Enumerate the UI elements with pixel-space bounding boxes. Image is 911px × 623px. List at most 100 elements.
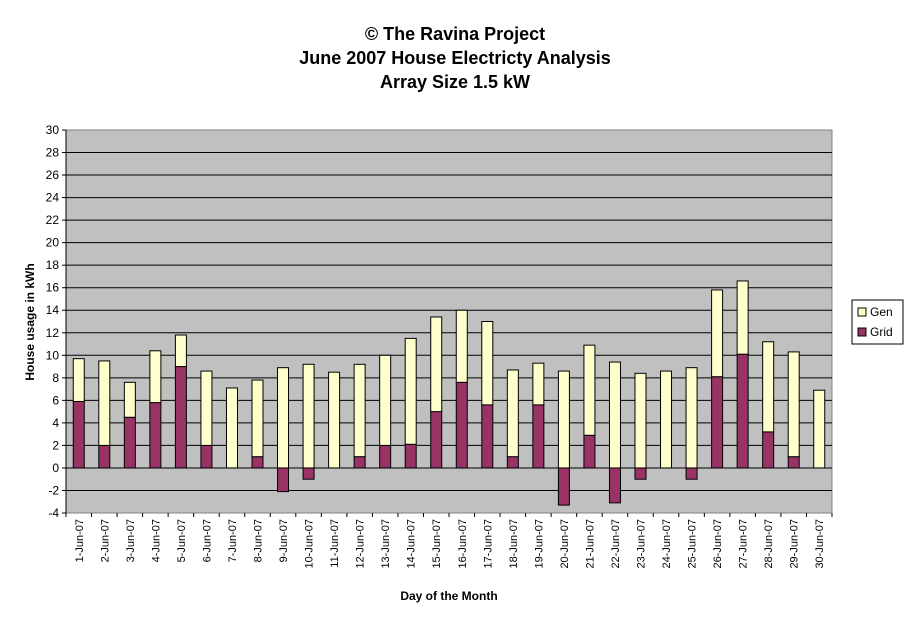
bar-grid	[277, 467, 290, 493]
x-tick-label: 6-Jun-07	[201, 519, 213, 562]
x-tick-label: 14-Jun-07	[406, 519, 418, 569]
chart-title-line-1: © The Ravina Project	[365, 24, 545, 44]
bar-grid	[787, 456, 800, 469]
bar-grid	[583, 434, 596, 469]
gridlines	[66, 152, 832, 491]
legend-label-gen: Gen	[870, 305, 893, 319]
bar-gen	[353, 363, 366, 458]
bar-grid	[149, 402, 162, 469]
y-tick-label: 28	[46, 146, 60, 160]
legend-swatch-gen	[857, 307, 867, 317]
bar-gen	[251, 379, 264, 458]
x-tick-label: 17-Jun-07	[482, 519, 494, 569]
x-tick-label: 24-Jun-07	[661, 519, 673, 569]
bar-grid	[174, 366, 187, 469]
bar-gen	[813, 389, 826, 469]
x-tick-label: 26-Jun-07	[712, 519, 724, 569]
x-tick-label: 11-Jun-07	[329, 519, 341, 568]
bar-grid	[404, 443, 417, 469]
legend-label-grid: Grid	[870, 325, 893, 339]
x-tick-label: 13-Jun-07	[380, 519, 392, 569]
x-tick-label: 2-Jun-07	[99, 519, 111, 562]
bar-grid	[200, 444, 213, 469]
bar-gen	[430, 316, 443, 413]
bar-gen	[277, 367, 290, 469]
bar-gen	[225, 387, 238, 469]
x-tick-label: 19-Jun-07	[533, 519, 545, 569]
bar-gen	[302, 363, 315, 469]
bar-gen	[787, 351, 800, 458]
bar-grid	[711, 376, 724, 469]
x-tick-label: 3-Jun-07	[125, 519, 137, 562]
y-axis-label: House usage in kWh	[23, 263, 37, 380]
chart-title-line-3: Array Size 1.5 kW	[380, 72, 530, 92]
bar-gen	[174, 334, 187, 368]
bar-grid	[72, 400, 85, 469]
bar-grid	[379, 444, 392, 469]
bar-gen	[685, 367, 698, 469]
x-tick-label: 23-Jun-07	[636, 519, 648, 569]
y-tick-label: 18	[46, 258, 60, 272]
x-tick-label: 4-Jun-07	[150, 519, 162, 562]
chart-title-line-2: June 2007 House Electricty Analysis	[299, 48, 610, 68]
x-tick-label: 16-Jun-07	[457, 519, 469, 569]
bar-grid	[685, 467, 698, 480]
x-tick-label: 27-Jun-07	[738, 519, 750, 569]
y-tick-label: 2	[52, 438, 59, 452]
y-tick-label: 26	[46, 168, 60, 182]
bar-gen	[557, 370, 570, 469]
bar-gen	[404, 337, 417, 445]
y-tick-label: 14	[46, 303, 60, 317]
y-tick-label: 16	[46, 281, 60, 295]
bar-gen	[481, 321, 494, 406]
legend-swatch-grid	[857, 327, 867, 337]
x-tick-label: 29-Jun-07	[789, 519, 801, 569]
y-tick-label: -4	[48, 506, 59, 520]
x-tick-label: 10-Jun-07	[304, 519, 316, 569]
x-tick-label: 8-Jun-07	[253, 519, 265, 562]
bar-grid	[353, 456, 366, 469]
x-tick-label: 21-Jun-07	[584, 519, 596, 569]
chart-titles: © The Ravina Project June 2007 House Elec…	[299, 24, 610, 92]
plot-area	[65, 129, 833, 514]
x-tick-labels: 1-Jun-07 2-Jun-07 3-Jun-07 4-Jun-07 5-Jun-07…	[74, 519, 826, 569]
x-tick-label: 5-Jun-07	[176, 519, 188, 562]
x-tick-label: 15-Jun-07	[431, 519, 443, 569]
bar-gen	[455, 309, 468, 383]
bar-gen	[123, 381, 136, 418]
legend: Gen Grid	[851, 299, 904, 345]
bar-gen	[660, 370, 673, 469]
bar-gen	[608, 361, 621, 469]
x-tick-label: 22-Jun-07	[610, 519, 622, 569]
bar-gen	[506, 369, 519, 458]
y-tick-label: 4	[52, 416, 59, 430]
y-tick-label: 8	[52, 371, 59, 385]
bar-gen	[532, 362, 545, 406]
bar-grid	[762, 431, 775, 469]
bar-gen	[379, 354, 392, 446]
x-tick-label: 1-Jun-07	[74, 519, 86, 562]
bar-grid	[736, 353, 749, 469]
x-tick-label: 30-Jun-07	[814, 519, 826, 569]
x-tick-label: 20-Jun-07	[559, 519, 571, 569]
bar-grid	[251, 456, 264, 469]
bar-gen	[634, 372, 647, 469]
x-tick-label: 12-Jun-07	[355, 519, 367, 569]
x-axis-label: Day of the Month	[400, 589, 497, 603]
bar-gen	[736, 280, 749, 355]
bar-grid	[123, 416, 136, 469]
bar-grid	[481, 404, 494, 469]
y-tick-label: 0	[52, 461, 59, 475]
bar-gen	[72, 358, 85, 402]
bar-grid	[532, 404, 545, 469]
x-tick-label: 7-Jun-07	[227, 519, 239, 562]
bar-grid	[430, 411, 443, 469]
bar-grid	[98, 444, 111, 469]
y-tick-label: 6	[52, 393, 59, 407]
x-tick-label: 18-Jun-07	[508, 519, 520, 569]
y-tick-label: -2	[48, 483, 59, 497]
legend-box	[851, 299, 904, 345]
axes	[62, 129, 833, 517]
y-tick-label: 22	[46, 213, 60, 227]
